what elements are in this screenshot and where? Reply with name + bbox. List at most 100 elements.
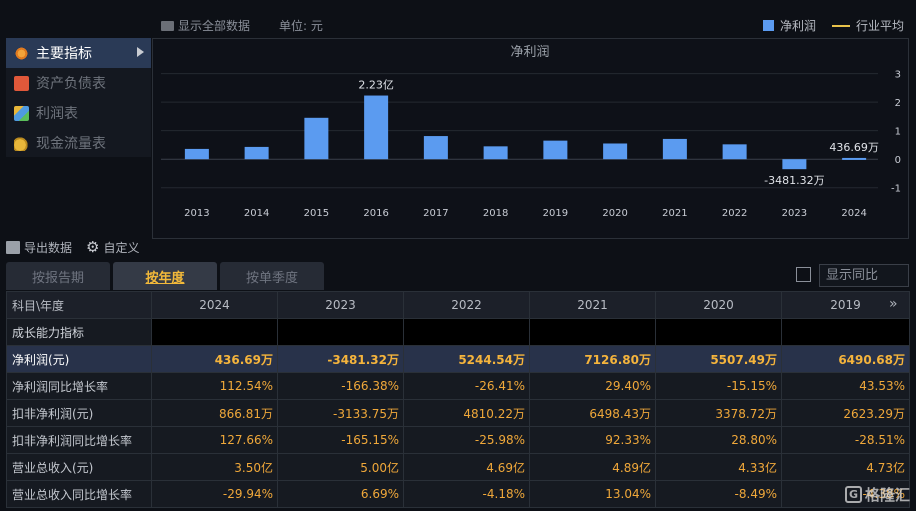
chevron-right-icon xyxy=(137,47,144,57)
chart-bar xyxy=(364,95,389,160)
header-year[interactable]: 2021 xyxy=(529,291,656,319)
chart-bar xyxy=(543,140,568,160)
nav-item-cash-flow[interactable]: 现金流量表 xyxy=(6,128,151,158)
table-cell: 3.50亿 xyxy=(151,453,278,481)
table-row[interactable]: 扣非净利润同比增长率 127.66% -165.15% -25.98% 92.3… xyxy=(6,426,910,454)
legend-line-swatch xyxy=(831,24,850,27)
chart-svg: 净利润 3 2 1 0 -1 2013 2014 2015 2016 2.23亿 2017 2018 2… xyxy=(161,45,901,219)
table-cell xyxy=(277,318,404,346)
header-year[interactable]: 2023 xyxy=(277,291,404,319)
chart-bar xyxy=(722,144,747,160)
net-profit-chart: 净利润 3 2 1 0 -1 2013 2014 2015 2016 2.23亿 2017 2018 2… xyxy=(152,38,909,239)
legend-bar-label: 净利润 xyxy=(779,19,816,33)
export-icon[interactable] xyxy=(6,240,20,254)
y-tick-label: 2 xyxy=(895,98,901,109)
header-year[interactable]: 2019 xyxy=(781,291,910,319)
table-cell: 5.00亿 xyxy=(277,453,404,481)
unit-label: 单位: 元 xyxy=(279,19,323,33)
nav-item-balance-sheet[interactable]: 资产负债表 xyxy=(6,68,151,98)
nav-item-main-indicators[interactable]: 主要指标 xyxy=(6,38,151,68)
table-cell: 2623.29万 xyxy=(781,399,910,427)
chart-title: 净利润 xyxy=(510,45,549,60)
bar-layer xyxy=(184,95,867,170)
export-data-button[interactable]: 导出数据 xyxy=(24,240,73,255)
table-cell: -165.15% xyxy=(277,426,404,454)
table-cell xyxy=(655,318,782,346)
chart-bar xyxy=(423,136,448,160)
table-row[interactable]: 净利润同比增长率 112.54% -166.38% -26.41% 29.40%… xyxy=(6,372,910,400)
table-cell: 866.81万 xyxy=(151,399,278,427)
legend-line-label: 行业平均 xyxy=(855,19,904,33)
table-row[interactable]: 营业总收入同比增长率 -29.94% 6.69% -4.18% 13.04% -… xyxy=(6,480,910,508)
table-cell: 28.80% xyxy=(655,426,782,454)
table-cell: 4.89亿 xyxy=(529,453,656,481)
data-label: 436.69万 xyxy=(829,141,879,154)
x-tick-label: 2023 xyxy=(782,208,807,219)
table-cell: -3133.75万 xyxy=(277,399,404,427)
table-cell: 4.33亿 xyxy=(655,453,782,481)
x-tick-label: 2018 xyxy=(483,208,508,219)
row-label: 成长能力指标 xyxy=(6,318,152,346)
tab-by-quarter[interactable]: 按单季度 xyxy=(220,262,324,290)
table-cell: -26.41% xyxy=(403,372,530,400)
flower-icon xyxy=(14,45,29,61)
table-cell: -25.98% xyxy=(403,426,530,454)
table-cell: 29.40% xyxy=(529,372,656,400)
gear-icon[interactable]: ⚙ xyxy=(86,238,100,256)
top-toolbar: 显示全部数据 单位: 元 净利润 行业平均 xyxy=(0,0,916,38)
header-year[interactable]: 2024 xyxy=(151,291,278,319)
cube-icon xyxy=(14,105,29,121)
table-cell: -4.18% xyxy=(403,480,530,508)
row-label: 营业总收入同比增长率 xyxy=(6,480,152,508)
table-cell: 13.04% xyxy=(529,480,656,508)
legend-bar-swatch xyxy=(762,20,774,31)
table-row[interactable]: 净利润(元) 436.69万 -3481.32万 5244.54万 7126.8… xyxy=(6,345,910,373)
y-tick-label: 1 xyxy=(895,127,901,138)
watermark-text: 格隆汇 xyxy=(864,486,910,504)
table-cell: 3378.72万 xyxy=(655,399,782,427)
table-row[interactable]: 营业总收入(元) 3.50亿 5.00亿 4.69亿 4.89亿 4.33亿 4… xyxy=(6,453,910,481)
table-cell: -3481.32万 xyxy=(277,345,404,373)
table-cell: 4.69亿 xyxy=(403,453,530,481)
chart-bar xyxy=(244,146,269,160)
row-label: 营业总收入(元) xyxy=(6,453,152,481)
table-cell: -8.49% xyxy=(655,480,782,508)
financial-table: 科目\年度 2024 2023 2022 2021 2020 2019 成长能力… xyxy=(6,291,910,508)
table-cell: 43.53% xyxy=(781,372,910,400)
show-all-icon xyxy=(161,20,174,31)
row-label: 扣非净利润同比增长率 xyxy=(6,426,152,454)
show-all-data-toggle[interactable]: 显示全部数据 xyxy=(161,17,250,34)
grid-layer xyxy=(161,73,878,189)
watermark-logo: G 格隆汇 xyxy=(844,484,910,505)
chart-bar xyxy=(603,143,628,160)
table-cell: 5244.54万 xyxy=(403,345,530,373)
show-all-label: 显示全部数据 xyxy=(178,19,251,33)
more-columns-icon[interactable]: » xyxy=(889,296,898,312)
table-row: 成长能力指标 xyxy=(6,318,910,346)
document-icon xyxy=(14,75,29,91)
header-year[interactable]: 2020 xyxy=(655,291,782,319)
data-label: 2.23亿 xyxy=(358,79,394,92)
row-label: 净利润同比增长率 xyxy=(6,372,152,400)
show-yoy-checkbox[interactable] xyxy=(796,267,811,282)
tab-by-year[interactable]: 按年度 xyxy=(113,262,217,290)
x-tick-label: 2017 xyxy=(423,208,448,219)
table-cell: 6498.43万 xyxy=(529,399,656,427)
header-first-cell: 科目\年度 xyxy=(6,291,152,319)
customize-button[interactable]: 自定义 xyxy=(103,240,140,255)
header-year[interactable]: 2022 xyxy=(403,291,530,319)
tab-by-report-period[interactable]: 按报告期 xyxy=(6,262,110,290)
table-cell: 436.69万 xyxy=(151,345,278,373)
x-tick-label: 2022 xyxy=(722,208,747,219)
table-cell: 4810.22万 xyxy=(403,399,530,427)
x-tick-label: 2021 xyxy=(662,208,687,219)
nav-item-label: 主要指标 xyxy=(36,46,92,62)
row-label: 扣非净利润(元) xyxy=(6,399,152,427)
table-cell: 127.66% xyxy=(151,426,278,454)
nav-item-income-statement[interactable]: 利润表 xyxy=(6,98,151,128)
table-cell xyxy=(529,318,656,346)
chart-bar xyxy=(304,117,329,160)
show-yoy-select[interactable]: 显示同比 xyxy=(819,264,909,287)
chart-bar xyxy=(842,157,867,160)
table-row[interactable]: 扣非净利润(元) 866.81万 -3133.75万 4810.22万 6498… xyxy=(6,399,910,427)
